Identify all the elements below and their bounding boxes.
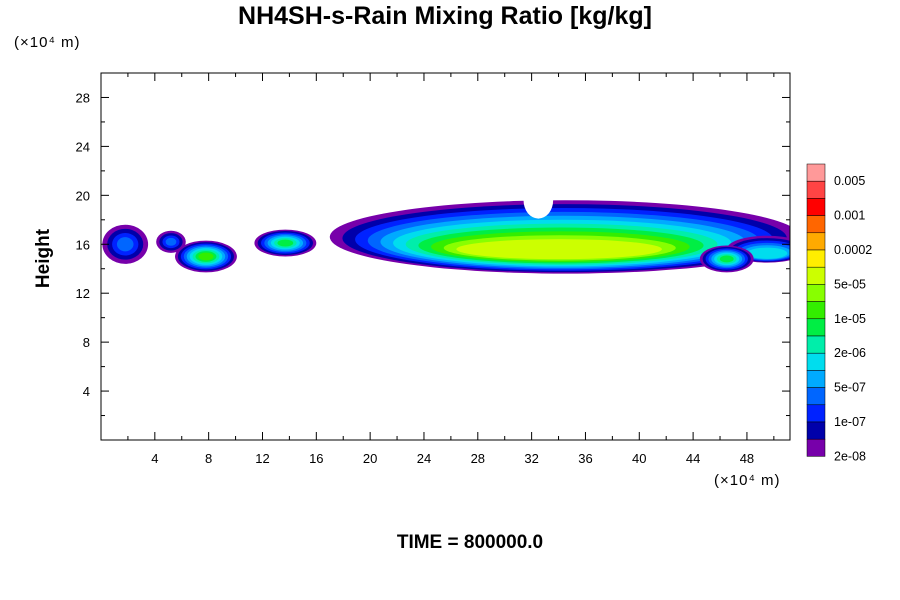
colorbar-swatch: [806, 284, 826, 302]
main-cloud-band-level-10: [456, 239, 662, 260]
x-tick-label: 20: [363, 451, 377, 466]
colorbar-swatch: [806, 180, 826, 199]
time-label: TIME = 800000.0: [396, 532, 544, 553]
colorbar-swatch: [806, 352, 826, 371]
colorbar-swatch: [806, 198, 826, 216]
y-tick-label: 12: [76, 286, 90, 301]
colorbar-swatch: [806, 438, 826, 457]
x-tick-label: 4: [151, 451, 158, 466]
x-tick-label: 48: [740, 451, 754, 466]
small-cloud-2: [156, 230, 186, 253]
colorbar-swatch: [806, 163, 826, 182]
y-tick-label: 24: [76, 139, 90, 154]
small-cloud-3-level-8: [198, 252, 214, 261]
colorbar-swatch: [806, 421, 826, 440]
colorbar-swatch: [806, 387, 826, 406]
colorbar-swatch: [806, 404, 826, 423]
y-tick-label: 8: [83, 335, 90, 350]
right-cloud-lobe-level-7: [719, 255, 734, 263]
colorbar-swatch: [806, 370, 826, 388]
main-cloud-band: [329, 181, 790, 274]
colorbar-swatch: [806, 266, 826, 285]
right-cloud-lobe: [699, 245, 754, 273]
y-tick-label: 4: [83, 384, 90, 399]
ticks: [101, 73, 790, 440]
y-tick-label: 16: [76, 237, 90, 252]
colorbar-swatch: [806, 318, 826, 337]
colorbar-label: 1e-07: [834, 415, 866, 429]
y-tick-label: 20: [76, 188, 90, 203]
y-axis-label: Height: [33, 228, 54, 288]
colorbar-label: 2e-06: [834, 346, 866, 360]
x-tick-label: 32: [524, 451, 538, 466]
colorbar-swatch: [806, 232, 826, 251]
x-tick-label: 28: [471, 451, 485, 466]
colorbar-label: 5e-07: [834, 381, 866, 395]
y-tick-label: 28: [76, 90, 90, 105]
colorbar-label: 0.0002: [834, 243, 872, 257]
small-cloud-3: [175, 240, 237, 273]
cloud-notch: [523, 181, 554, 219]
colorbar-swatch: [806, 215, 826, 234]
x-tick-label: 24: [417, 451, 431, 466]
x-tick-label: 12: [255, 451, 269, 466]
colorbar-swatch: [806, 335, 826, 354]
small-cloud-1-level-3: [116, 237, 134, 252]
colorbar-label: 0.005: [834, 174, 865, 188]
x-tick-label: 8: [205, 451, 212, 466]
right-edge-level-5: [746, 247, 788, 259]
x-tick-label: 16: [309, 451, 323, 466]
small-cloud-1: [102, 224, 149, 264]
colorbar-label: 5e-05: [834, 277, 866, 291]
x-axis-scale-label: (×10⁴ m): [714, 472, 781, 489]
contour-fill: [102, 181, 790, 274]
x-tick-label: 36: [578, 451, 592, 466]
small-cloud-4-level-7: [277, 239, 294, 247]
colorbar-label: 2e-08: [834, 449, 866, 463]
x-tick-label: 44: [686, 451, 700, 466]
colorbar-label: 0.001: [834, 209, 865, 223]
colorbar-label: 1e-05: [834, 312, 866, 326]
small-cloud-2-level-3: [165, 237, 177, 246]
plot-frame: [100, 72, 791, 441]
chart-title: NH4SH-s-Rain Mixing Ratio [kg/kg]: [238, 2, 652, 30]
colorbar-swatch: [806, 301, 826, 320]
x-tick-label: 40: [632, 451, 646, 466]
small-cloud-4: [254, 229, 317, 257]
colorbar-swatch: [806, 249, 826, 268]
y-axis-scale-label: (×10⁴ m): [14, 34, 81, 51]
